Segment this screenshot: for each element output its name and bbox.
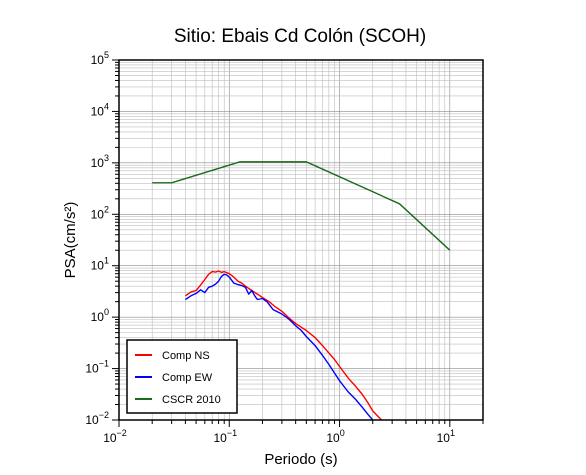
legend-label-comp-ew: Comp EW bbox=[162, 372, 213, 384]
y-axis-label: PSA(cm/s²) bbox=[62, 202, 79, 279]
x-tick-label: 100 bbox=[326, 428, 344, 445]
y-tick-label: 102 bbox=[91, 204, 109, 221]
series-lines bbox=[152, 161, 451, 420]
plot-frame bbox=[118, 59, 484, 421]
axis-ticks: 10−2 10−1 100 101 10−2 10−1 100 101 102 103 104 105 bbox=[85, 50, 484, 445]
y-tick-label: 10−1 bbox=[85, 359, 109, 376]
y-tick-label: 105 bbox=[91, 50, 109, 67]
series-line-comp-ew bbox=[185, 273, 374, 420]
legend: Comp NS Comp EW CSCR 2010 bbox=[126, 339, 238, 414]
y-tick-label: 104 bbox=[91, 101, 109, 118]
x-axis-label: Periodo (s) bbox=[264, 451, 337, 468]
x-tick-label: 10−1 bbox=[213, 428, 237, 445]
legend-label-cscr-2010: CSCR 2010 bbox=[162, 394, 221, 406]
legend-label-comp-ns: Comp NS bbox=[162, 350, 210, 362]
y-tick-label: 103 bbox=[91, 153, 109, 170]
x-tick-label: 101 bbox=[437, 428, 455, 445]
x-tick-label: 10−2 bbox=[103, 428, 127, 445]
series-line-cscr-2010 bbox=[152, 161, 451, 251]
chart-title: Sitio: Ebais Cd Colón (SCOH) bbox=[174, 26, 426, 47]
grid bbox=[118, 59, 484, 421]
y-tick-label: 10−2 bbox=[85, 410, 109, 427]
y-tick-label: 100 bbox=[91, 307, 109, 324]
y-tick-label: 101 bbox=[91, 256, 109, 273]
series-line-comp-ns bbox=[184, 270, 383, 420]
